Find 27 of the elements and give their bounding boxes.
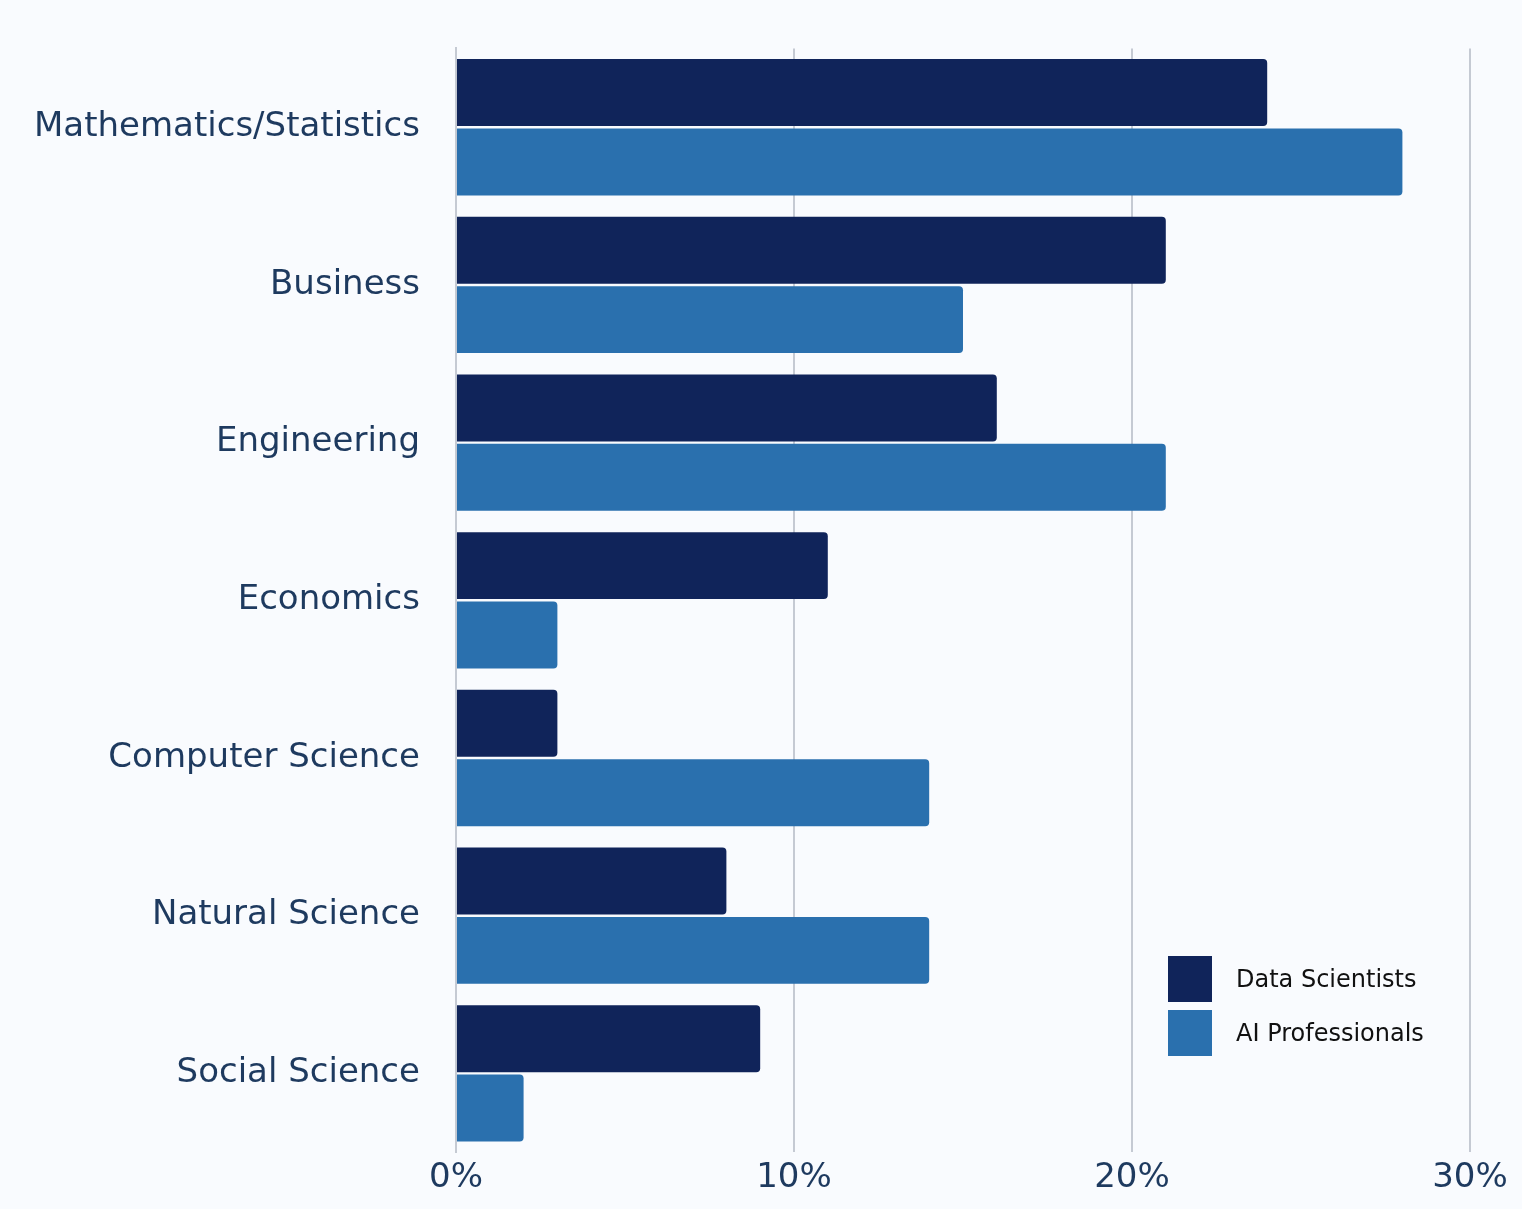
x-tick-label: 20% <box>1094 1155 1170 1196</box>
bar <box>456 59 1268 127</box>
bar <box>456 374 997 442</box>
bar <box>456 532 828 600</box>
bar <box>456 759 930 827</box>
bar <box>456 1074 524 1142</box>
y-tick-label: Mathematics/Statistics <box>33 104 420 145</box>
x-tick-label: 0% <box>429 1155 483 1196</box>
y-tick-label: Engineering <box>215 419 420 460</box>
bar <box>456 847 727 915</box>
bar <box>456 286 963 354</box>
bar <box>456 443 1166 511</box>
bar <box>456 216 1166 284</box>
bar <box>456 689 558 757</box>
bar <box>456 1005 761 1073</box>
y-tick-label: Social Science <box>176 1050 420 1091</box>
x-tick-label: 30% <box>1432 1155 1508 1196</box>
x-tick-label: 10% <box>756 1155 832 1196</box>
y-tick-label: Natural Science <box>151 892 420 933</box>
y-tick-label: Economics <box>237 577 420 618</box>
legend-label: Data Scientists <box>1236 965 1417 994</box>
y-tick-label: Computer Science <box>108 734 420 775</box>
bar <box>456 601 558 669</box>
y-tick-label: Business <box>270 261 420 302</box>
bar <box>456 916 930 984</box>
legend-label: AI Professionals <box>1236 1019 1424 1048</box>
bar <box>456 128 1403 196</box>
